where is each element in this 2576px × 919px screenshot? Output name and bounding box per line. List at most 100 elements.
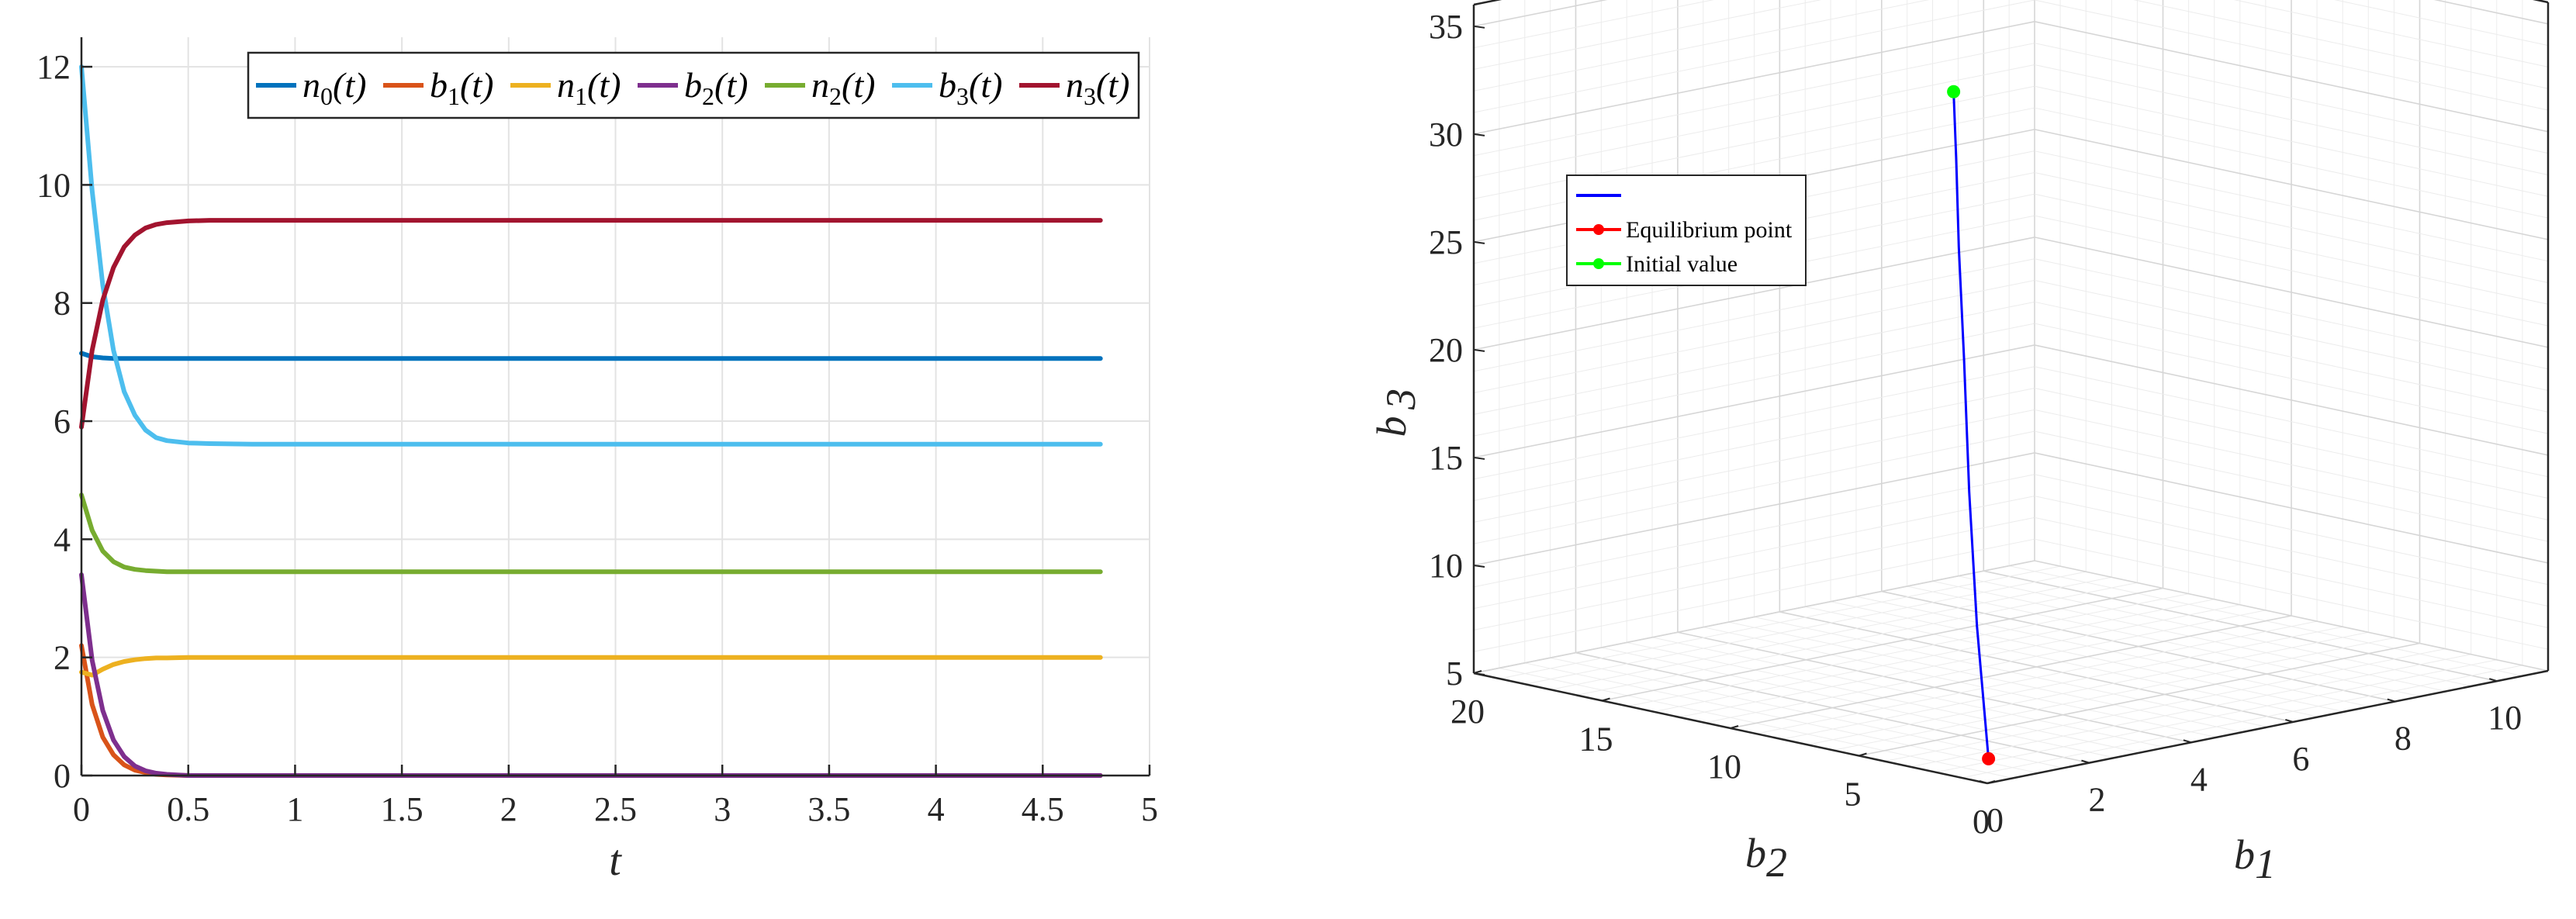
legend3d-label-1: Equilibrium point — [1626, 217, 1793, 243]
wall2-grid-z — [2034, 280, 2549, 392]
wall2-grid-z — [2034, 21, 2549, 133]
b1-label-sub: 1 — [2255, 841, 2276, 887]
right-legend: Equilibrium point Initial value — [1566, 174, 1807, 286]
legend-label-6: n3(t) — [1066, 65, 1129, 110]
legend-label-3: b2(t) — [684, 65, 748, 110]
b3-tick-mark — [1473, 564, 1485, 568]
wall2-grid-z — [2034, 388, 2549, 499]
legend-label-2: n1(t) — [557, 65, 621, 110]
wall2-grid-z — [2034, 85, 2549, 197]
wall2-grid-z — [2034, 43, 2549, 154]
x-tick-label: 4 — [928, 790, 945, 828]
floor-grid-b2 — [1910, 654, 2471, 768]
b3-tick-label: 10 — [1429, 547, 1463, 585]
b1-tick-mark — [2488, 678, 2498, 682]
b2-tick-label: 5 — [1845, 776, 1862, 814]
floor-grid-b2 — [1884, 648, 2446, 762]
y-tick-label: 4 — [54, 520, 71, 558]
wall2-grid-z — [2034, 323, 2549, 434]
wall1-grid-z — [1473, 258, 2035, 372]
b3-tick-label: 35 — [1429, 8, 1463, 46]
b3-tick-label: 15 — [1429, 439, 1463, 477]
x-tick-label: 0 — [73, 790, 90, 828]
left-legend: n0(t) b1(t) n1(t) b2(t) n2(t) b3(t) n3(t) — [247, 51, 1140, 119]
b3-tick-label: 5 — [1446, 655, 1463, 693]
legend-label-5: b3(t) — [939, 65, 1002, 110]
trajectory-line — [1952, 92, 1990, 759]
wall2-grid-z — [2034, 344, 2549, 456]
floor-grid-b2 — [1935, 659, 2497, 773]
right-b3-axis-label: b 3 — [1368, 389, 1424, 437]
b2-label-base: b — [1745, 830, 1766, 876]
floor-grid-b2 — [1627, 593, 2189, 707]
wall2-grid-z — [2034, 409, 2549, 520]
b1-tick-label: 0 — [1986, 801, 2004, 839]
wall2-grid-z — [2034, 193, 2549, 305]
wall2-grid-z — [2034, 64, 2549, 175]
b1-tick-mark — [2183, 739, 2192, 744]
x-tick-label: 5 — [1141, 790, 1158, 828]
wall1-grid-z — [1473, 21, 2035, 135]
x-tick-label: 3 — [714, 790, 731, 828]
b2-tick-mark — [1730, 725, 1739, 729]
wall2-grid-z — [2034, 496, 2549, 607]
b3-tick-label: 30 — [1429, 116, 1463, 154]
left-tick-labels: 0 0.5 1 1.5 2 2.5 3 3.5 4 4.5 5 0 2 4 6 8 10 12 — [36, 48, 1158, 828]
x-tick-label: 2 — [500, 790, 517, 828]
floor-grid-b2 — [1756, 620, 2318, 734]
b2-label-sub: 2 — [1766, 839, 1787, 886]
wall2-grid-z — [2034, 129, 2549, 240]
wall2-grid-z — [2034, 452, 2549, 564]
b3-tick-label: 25 — [1429, 223, 1463, 261]
series-line-4 — [79, 492, 1103, 575]
legend3d-marker-2 — [1593, 258, 1604, 269]
b3-tick-mark — [1473, 672, 1485, 675]
b2-tick-label: 0 — [1973, 803, 1990, 841]
b1-tick-label: 2 — [2088, 781, 2105, 819]
x-tick-label: 1 — [286, 790, 303, 828]
wall1-grid-z — [1473, 64, 2035, 178]
floor-grid-b2 — [1859, 642, 2420, 757]
left-chart: 0 0.5 1 1.5 2 2.5 3 3.5 4 4.5 5 0 2 4 6 8 10 12 t n0(t) b1… — [36, 37, 1158, 885]
x-tick-label: 2.5 — [594, 790, 637, 828]
floor-grid-b2 — [1525, 571, 2087, 685]
left-grid — [81, 37, 1150, 776]
wall2-grid-z — [2034, 237, 2549, 348]
wall1-grid-z — [1473, 323, 2035, 437]
floor-grid-b2 — [1782, 626, 2343, 740]
legend3d-marker-1 — [1593, 224, 1604, 235]
series-line-6 — [79, 218, 1103, 430]
wall1-grid-z — [1473, 0, 1714, 49]
wall2-grid-z — [2034, 538, 2549, 650]
b2-tick-mark — [1986, 780, 1996, 784]
floor-grid-b2 — [1551, 576, 2112, 690]
b1-tick-mark — [2081, 759, 2090, 764]
wall1-grid-z — [1473, 517, 2035, 631]
b3-tick-label: 20 — [1429, 331, 1463, 369]
b2-tick-mark — [1602, 697, 1610, 702]
left-x-axis-label: t — [609, 837, 622, 885]
y-tick-label: 0 — [54, 757, 71, 795]
b1-tick-mark — [2387, 698, 2396, 703]
b2-tick-mark — [1859, 752, 1867, 757]
b1-tick-mark — [2285, 718, 2294, 723]
b2-tick-label: 20 — [1451, 693, 1485, 731]
wall2-grid-z — [2034, 560, 2549, 672]
wall1-grid-z — [1473, 0, 2035, 113]
b1-tick-label: 10 — [2488, 699, 2522, 737]
wall2-grid-z — [2034, 517, 2549, 628]
marker-2 — [1947, 85, 1961, 98]
wall2-grid-z — [2034, 366, 2549, 478]
wall1-grid-z — [1473, 366, 2035, 480]
floor-grid-b2 — [1499, 565, 2061, 679]
legend-label-0: n0(t) — [303, 65, 366, 110]
marker-1 — [1982, 751, 1996, 765]
b1-tick-label: 6 — [2292, 740, 2309, 778]
b3-tick-mark — [1473, 348, 1485, 352]
wall1-grid-z — [1473, 0, 1608, 27]
right-b1-axis-label: b 1 — [2234, 831, 2276, 887]
x-tick-label: 1.5 — [381, 790, 424, 828]
wall2-grid-z — [2034, 301, 2549, 413]
